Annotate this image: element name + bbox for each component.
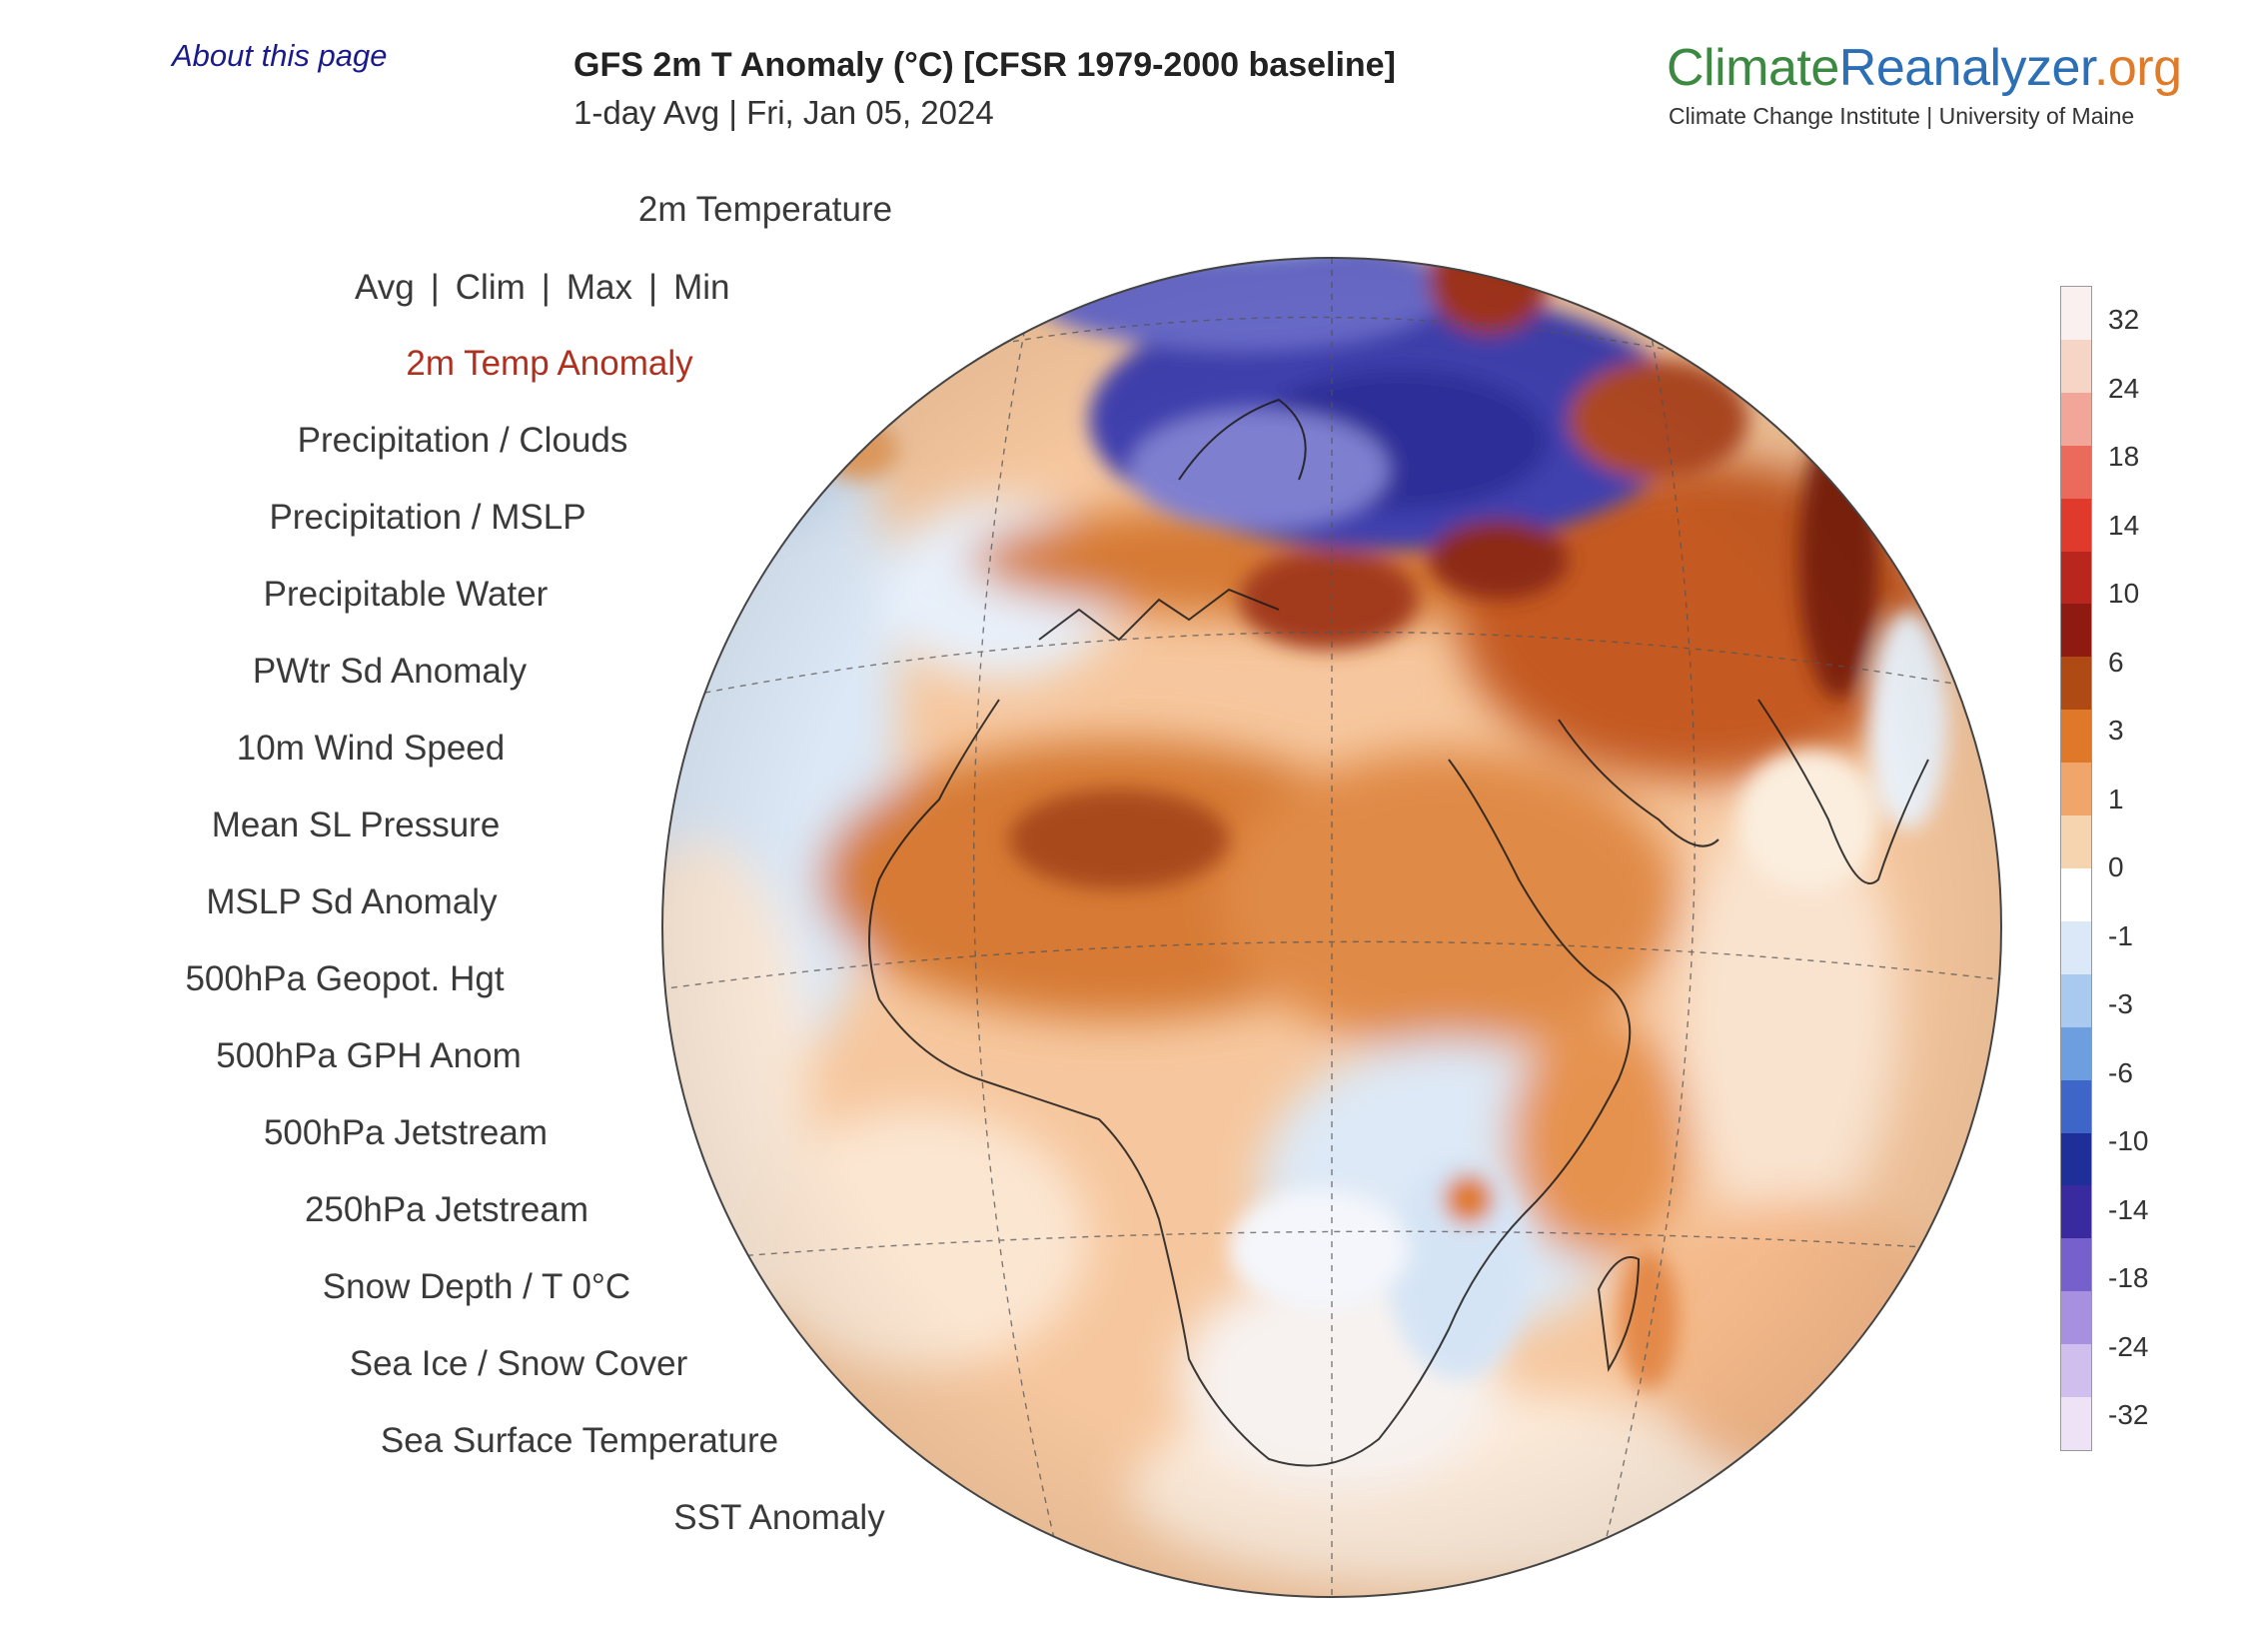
colorbar-tick-label: 24 xyxy=(2108,372,2140,404)
colorbar-tick-label: 18 xyxy=(2108,441,2140,472)
menu-item-sea-ice-snow-cover[interactable]: Sea Ice / Snow Cover xyxy=(349,1344,688,1383)
menu-item-10m-wind-speed[interactable]: 10m Wind Speed xyxy=(236,729,506,768)
submenu-min[interactable]: Min xyxy=(673,268,730,307)
menu-item-precipitation-mslp[interactable]: Precipitation / MSLP xyxy=(269,498,586,537)
colorbar-segment xyxy=(2061,973,2091,1027)
colorbar-tick-label: -3 xyxy=(2108,988,2133,1019)
colorbar-tick-label: 1 xyxy=(2108,783,2124,815)
colorbar-segment xyxy=(2061,657,2091,711)
colorbar-segment xyxy=(2061,1238,2091,1292)
colorbar-tick-label: -32 xyxy=(2108,1399,2149,1430)
colorbar-segment xyxy=(2061,1291,2091,1345)
logo-part-org: .org xyxy=(2093,39,2182,97)
colorbar xyxy=(2060,286,2092,1451)
colorbar-tick-label: -24 xyxy=(2108,1330,2149,1362)
colorbar-segment xyxy=(2061,287,2091,340)
colorbar-tick-label: 0 xyxy=(2108,851,2124,882)
menu-item-precipitable-water[interactable]: Precipitable Water xyxy=(263,575,549,614)
submenu-separator: | xyxy=(647,268,658,307)
menu-item-mean-sl-pressure[interactable]: Mean SL Pressure xyxy=(211,806,501,844)
submenu-clim[interactable]: Clim xyxy=(455,268,526,307)
menu-item-250hpa-jetstream[interactable]: 250hPa Jetstream xyxy=(304,1190,589,1229)
colorbar-segment xyxy=(2061,392,2091,446)
temperature-submenu: Avg | Clim | Max | Min xyxy=(355,268,729,308)
about-page-link[interactable]: About this page xyxy=(172,38,388,73)
colorbar-segment xyxy=(2061,710,2091,764)
submenu-max[interactable]: Max xyxy=(566,268,632,307)
menu-item-sst-anomaly[interactable]: SST Anomaly xyxy=(673,1498,885,1537)
colorbar-segment xyxy=(2061,867,2091,921)
anomaly-field xyxy=(662,258,2001,1597)
colorbar-segment xyxy=(2061,551,2091,605)
colorbar-tick-label: 14 xyxy=(2108,509,2140,541)
logo-part-climate: Climate xyxy=(1667,39,1839,97)
submenu-separator: | xyxy=(430,268,440,307)
colorbar-segment xyxy=(2061,1344,2091,1398)
submenu-avg[interactable]: Avg xyxy=(355,268,415,307)
colorbar-tick-label: 32 xyxy=(2108,304,2140,335)
colorbar-segment xyxy=(2061,498,2091,552)
colorbar-tick-label: -1 xyxy=(2108,919,2133,951)
colorbar-tick-label: 3 xyxy=(2108,715,2124,746)
menu-item-500hpa-geopot-hgt[interactable]: 500hPa Geopot. Hgt xyxy=(185,959,505,998)
menu-item-2m-temp-anomaly[interactable]: 2m Temp Anomaly xyxy=(406,344,693,383)
logo-subtitle: Climate Change Institute | University of… xyxy=(1669,103,2135,129)
colorbar-tick-label: -18 xyxy=(2108,1262,2149,1293)
colorbar-segment xyxy=(2061,445,2091,499)
menu-item-sea-surface-temperature[interactable]: Sea Surface Temperature xyxy=(380,1421,779,1460)
menu-item-500hpa-gph-anom[interactable]: 500hPa GPH Anom xyxy=(216,1036,522,1075)
colorbar-segment xyxy=(2061,1397,2091,1450)
colorbar-segment xyxy=(2061,1026,2091,1080)
menu-item-mslp-sd-anomaly[interactable]: MSLP Sd Anomaly xyxy=(206,882,498,921)
colorbar-segment xyxy=(2061,920,2091,974)
colorbar-segment xyxy=(2061,1185,2091,1239)
colorbar-tick-label: -10 xyxy=(2108,1125,2149,1156)
colorbar-segment xyxy=(2061,1132,2091,1186)
map-subtitle: 1-day Avg | Fri, Jan 05, 2024 xyxy=(573,94,994,131)
logo-part-reanalyzer: Reanalyzer xyxy=(1838,39,2095,97)
colorbar-segment xyxy=(2061,339,2091,393)
colorbar-segment xyxy=(2061,816,2091,868)
menu-item-2m-temperature[interactable]: 2m Temperature xyxy=(637,190,893,229)
menu-item-500hpa-jetstream[interactable]: 500hPa Jetstream xyxy=(263,1113,549,1152)
colorbar-segment xyxy=(2061,763,2091,816)
colorbar-tick-label: -14 xyxy=(2108,1193,2149,1225)
colorbar-tick-label: -6 xyxy=(2108,1056,2133,1088)
menu-item-snow-depth[interactable]: Snow Depth / T 0°C xyxy=(322,1267,631,1306)
colorbar-tick-label: 10 xyxy=(2108,578,2140,609)
colorbar-segment xyxy=(2061,1079,2091,1133)
map-title: GFS 2m T Anomaly (°C) [CFSR 1979-2000 ba… xyxy=(573,46,1396,84)
colorbar-tick-label: 6 xyxy=(2108,646,2124,678)
colorbar-segment xyxy=(2061,604,2091,658)
submenu-separator: | xyxy=(541,268,551,307)
menu-item-precipitation-clouds[interactable]: Precipitation / Clouds xyxy=(297,421,628,460)
climate-reanalyzer-logo[interactable]: ClimateReanalyzer.org xyxy=(1667,38,2182,98)
menu-item-pwtr-sd-anomaly[interactable]: PWtr Sd Anomaly xyxy=(252,652,528,691)
